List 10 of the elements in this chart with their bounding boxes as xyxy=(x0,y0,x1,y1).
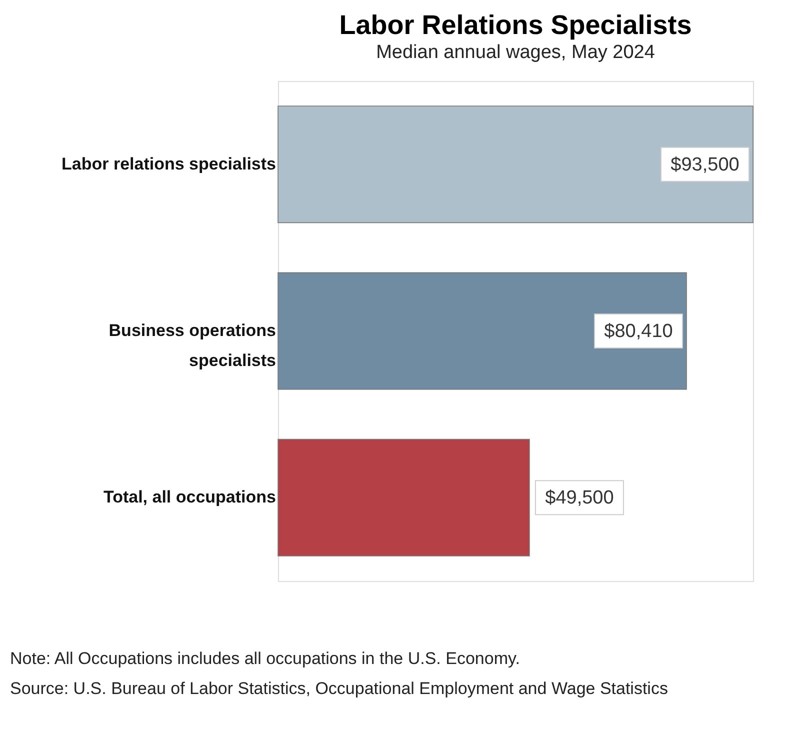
y-tick-label: Business operations specialists xyxy=(108,321,276,370)
chart-subtitle: Median annual wages, May 2024 xyxy=(376,42,656,63)
data-label: $93,500 xyxy=(670,154,740,176)
source-note: Source: U.S. Bureau of Labor Statistics, Occupational Employment and Wage Statistics xyxy=(10,679,668,698)
data-label: $80,410 xyxy=(604,321,673,342)
chart-title: Labor Relations Specialists xyxy=(339,10,692,40)
text: Note: All Occupations includes all occupations in the U.S. Economy. xyxy=(10,649,520,668)
y-tick-label: Total, all occupations xyxy=(103,488,276,507)
data-label: $49,500 xyxy=(545,488,614,509)
y-tick-label: Labor relations specialists xyxy=(62,154,276,174)
